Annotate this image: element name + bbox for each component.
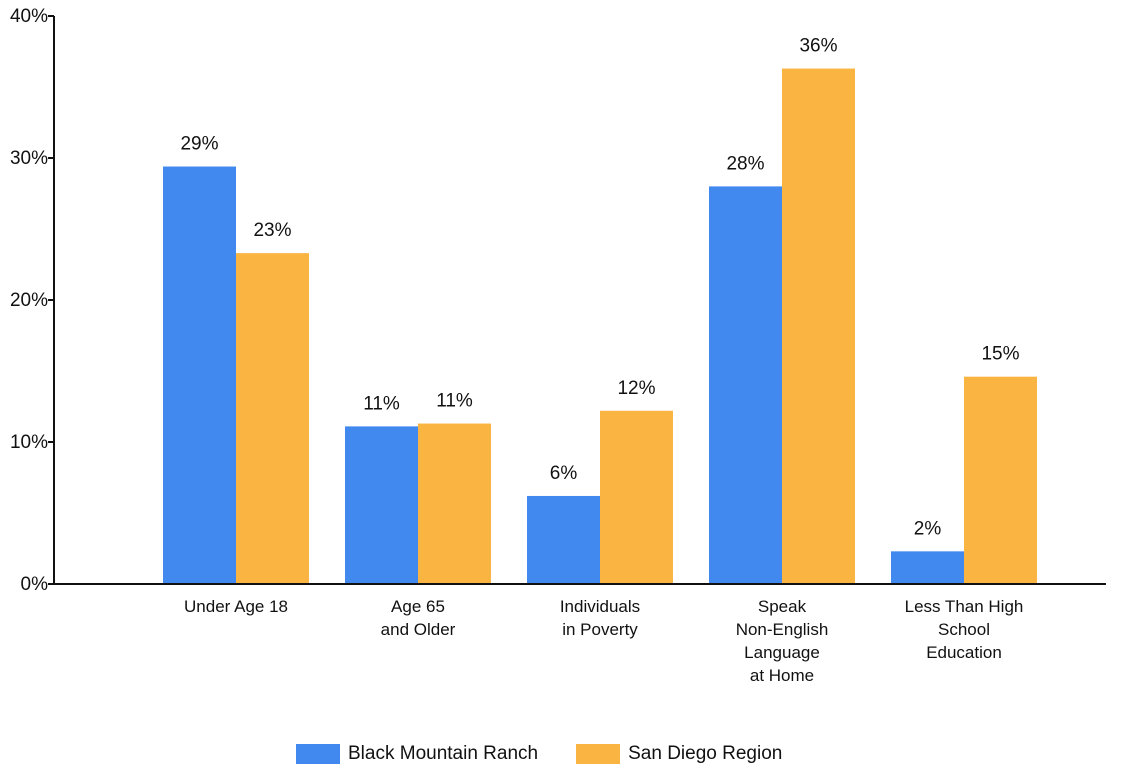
bar-san-diego-region — [600, 410, 673, 584]
legend-swatch-san-diego-region — [576, 744, 621, 764]
bar-value-label: 29% — [180, 134, 218, 155]
x-category-label: Age 65 and Older — [381, 597, 456, 639]
bar-value-label: 15% — [981, 344, 1019, 365]
bar-value-label: 36% — [799, 36, 837, 57]
bar-value-label: 6% — [550, 463, 578, 484]
legend-item-san-diego-region: San Diego Region — [576, 743, 782, 765]
x-axis-labels: Under Age 18 Age 65 and Older Individuals in… — [184, 597, 1023, 685]
y-tick-label: 0% — [21, 574, 49, 595]
legend: Black Mountain Ranch San Diego Region — [296, 742, 820, 766]
bar-value-label: 28% — [726, 153, 764, 174]
y-tick-label: 40% — [10, 6, 48, 27]
y-tick-label: 30% — [10, 148, 48, 169]
x-category-label: Speak Non-English Language at Home — [736, 597, 829, 685]
bar-value-label: 11% — [436, 391, 473, 412]
bar-value-label: 2% — [914, 518, 942, 539]
x-category-label: Less Than High School Education — [905, 597, 1024, 662]
bar-san-diego-region — [782, 68, 855, 585]
legend-label-black-mountain-ranch: Black Mountain Ranch — [348, 743, 539, 764]
bar-value-label: 12% — [617, 378, 655, 399]
value-labels-group: 29% 23% 11% 11% 6% 12% 28% 36% 2% 15% — [180, 36, 1019, 540]
bars-group — [163, 68, 1037, 585]
bar-san-diego-region — [418, 423, 491, 584]
bar-black-mountain-ranch — [891, 551, 964, 584]
x-category-label: Individuals in Poverty — [560, 597, 640, 639]
legend-item-black-mountain-ranch: Black Mountain Ranch — [296, 743, 538, 765]
bar-black-mountain-ranch — [163, 166, 236, 584]
y-tick-label: 10% — [10, 432, 48, 453]
bar-san-diego-region — [964, 376, 1037, 584]
bar-black-mountain-ranch — [709, 186, 782, 584]
legend-swatch-black-mountain-ranch — [296, 744, 340, 764]
bar-value-label: 23% — [253, 220, 291, 241]
bar-san-diego-region — [236, 253, 309, 584]
y-axis-ticks: 0% 10% 20% 30% 40% — [10, 6, 54, 595]
bar-black-mountain-ranch — [527, 495, 600, 584]
x-category-label: Under Age 18 — [184, 597, 288, 616]
bar-black-mountain-ranch — [345, 426, 418, 584]
y-tick-label: 20% — [10, 290, 48, 311]
bar-chart: 29% 23% 11% 11% 6% 12% 28% 36% 2% 15% 0% 10% 20% 30%… — [10, 6, 1106, 685]
legend-label-san-diego-region: San Diego Region — [628, 743, 783, 764]
bar-value-label: 11% — [363, 393, 400, 414]
